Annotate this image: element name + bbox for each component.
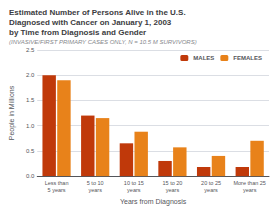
svg-text:by Time from Diagnosis and Gen: by Time from Diagnosis and Gender	[9, 28, 146, 37]
svg-text:15 to 20: 15 to 20	[162, 180, 182, 186]
svg-text:20 to 25: 20 to 25	[201, 180, 221, 186]
svg-text:0.5: 0.5	[26, 148, 35, 154]
svg-text:MALES: MALES	[193, 55, 214, 61]
svg-text:years: years	[88, 187, 102, 193]
svg-text:1.5: 1.5	[26, 97, 35, 103]
svg-text:FEMALES: FEMALES	[233, 55, 262, 61]
svg-text:5 years: 5 years	[48, 187, 66, 193]
svg-text:5 to 10: 5 to 10	[87, 180, 104, 186]
svg-text:Years from Diagnosis: Years from Diagnosis	[120, 198, 187, 206]
svg-text:People in Millions: People in Millions	[8, 85, 16, 140]
svg-text:years: years	[127, 187, 141, 193]
svg-text:2.0: 2.0	[26, 72, 35, 78]
svg-text:Diagnosed with Cancer on Janua: Diagnosed with Cancer on January 1, 2003	[9, 18, 172, 27]
svg-text:years: years	[166, 187, 180, 193]
svg-text:1.0: 1.0	[26, 123, 35, 129]
svg-text:years: years	[204, 187, 218, 193]
svg-text:years: years	[243, 187, 257, 193]
svg-text:10 to 15: 10 to 15	[124, 180, 144, 186]
svg-text:Less than: Less than	[45, 180, 69, 186]
svg-text:More than 25: More than 25	[233, 180, 265, 186]
svg-text:0.0: 0.0	[26, 173, 35, 179]
svg-text:Estimated Number of Persons Al: Estimated Number of Persons Alive in the…	[9, 8, 186, 17]
svg-text:2.5: 2.5	[26, 47, 35, 53]
svg-text:(INVASIVE/FIRST PRIMARY CASES: (INVASIVE/FIRST PRIMARY CASES ONLY, N = …	[9, 39, 197, 45]
